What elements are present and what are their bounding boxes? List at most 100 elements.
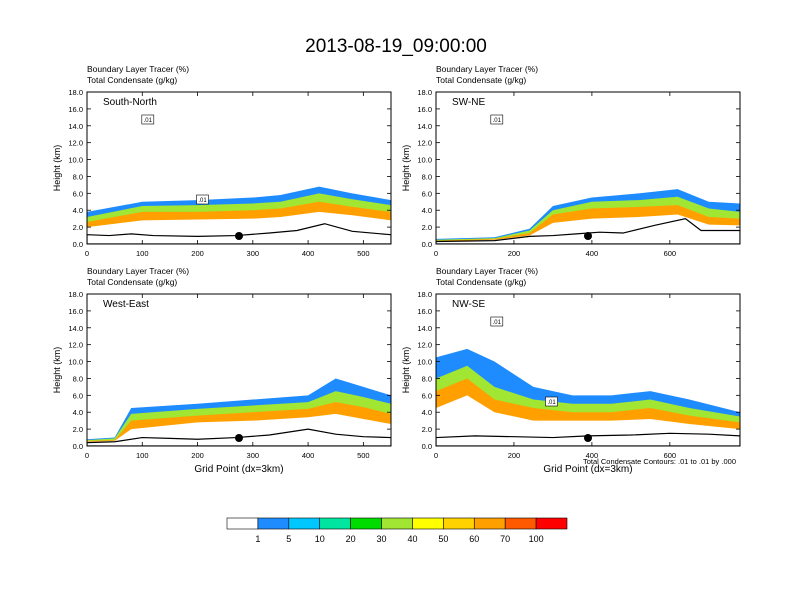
colorbar-swatch <box>535 517 568 530</box>
panels: .01 .01 0.0 2.0 4.0 6.0 8.0 10.0 12.0 14.0 16.0 18.… <box>52 64 741 475</box>
y-tick-label: 6.0 <box>422 391 432 400</box>
colorbar-swatch <box>504 517 537 530</box>
x-tick-label: 300 <box>247 249 260 258</box>
y-tick-label: 18.0 <box>417 290 432 299</box>
panel-subtitle-tracer: Boundary Layer Tracer (%) <box>87 266 189 276</box>
x-tick-label: 0 <box>85 249 89 258</box>
panel-subtitle-tracer: Boundary Layer Tracer (%) <box>87 64 189 74</box>
x-tick-label: 100 <box>136 249 149 258</box>
y-tick-label: 4.0 <box>73 206 83 215</box>
panel-subtitle-tracer: Boundary Layer Tracer (%) <box>436 266 538 276</box>
y-tick-label: 12.0 <box>68 341 83 350</box>
x-tick-label: 500 <box>357 249 370 258</box>
location-marker <box>235 434 243 442</box>
y-tick-label: 10.0 <box>68 358 83 367</box>
y-tick-label: 8.0 <box>73 374 83 383</box>
y-tick-label: 12.0 <box>417 139 432 148</box>
y-tick-label: 2.0 <box>73 223 83 232</box>
x-tick-label: 400 <box>302 249 315 258</box>
plot-area <box>436 348 740 446</box>
colorbar-swatch <box>288 517 321 530</box>
colorbar-label: 5 <box>286 534 291 544</box>
y-tick-label: 0.0 <box>73 240 83 249</box>
y-tick-label: 10.0 <box>417 358 432 367</box>
panel-label: SW-NE <box>452 97 485 108</box>
location-marker <box>235 232 243 240</box>
y-tick-label: 6.0 <box>73 189 83 198</box>
y-tick-label: 6.0 <box>422 189 432 198</box>
contour-label-box <box>490 316 504 327</box>
y-tick-label: 18.0 <box>68 88 83 97</box>
panel-south-north: .01 .01 0.0 2.0 4.0 6.0 8.0 10.0 12.0 14.0 16.0 18.… <box>52 64 392 258</box>
y-tick-label: 4.0 <box>422 408 432 417</box>
x-tick-label: 600 <box>664 451 677 460</box>
contour-label: .01 <box>547 400 556 406</box>
plot-area <box>436 189 740 244</box>
panel-nw-se: .01 .01 0.0 2.0 4.0 6.0 8.0 10.0 12.0 14.0 16.0 18.… <box>401 266 741 475</box>
y-tick-label: 12.0 <box>417 341 432 350</box>
colorbar-label: 40 <box>407 534 417 544</box>
y-tick-label: 12.0 <box>68 139 83 148</box>
colorbar-swatch <box>226 517 259 530</box>
y-tick-label: 2.0 <box>422 223 432 232</box>
contour-label: .01 <box>493 118 502 124</box>
plot-frame <box>435 293 741 447</box>
colorbar-swatch <box>381 517 413 530</box>
contour-label-box <box>545 396 558 407</box>
y-tick-label: 16.0 <box>417 105 432 114</box>
figure-title: 2013-08-19_09:00:00 <box>305 36 487 57</box>
y-axis-label: Height (km) <box>401 347 411 394</box>
colorbar-label: 1 <box>255 534 260 544</box>
y-tick-label: 4.0 <box>422 206 432 215</box>
colorbar-label: 60 <box>469 534 479 544</box>
colorbar-label: 10 <box>315 534 325 544</box>
y-tick-label: 8.0 <box>73 172 83 181</box>
colorbar-label: 70 <box>500 534 510 544</box>
y-tick-label: 0.0 <box>73 442 83 451</box>
contour-label: .01 <box>144 118 153 124</box>
terrain <box>436 218 740 244</box>
x-tick-label: 100 <box>136 451 149 460</box>
y-tick-label: 10.0 <box>417 156 432 165</box>
panel-subtitle-condensate: Total Condensate (g/kg) <box>87 75 177 85</box>
y-tick-label: 0.0 <box>422 442 432 451</box>
contour-label-box <box>141 114 155 125</box>
contour-label: .01 <box>198 198 207 204</box>
colorbar-legend: 1 5 10 20 30 40 50 60 70 100 <box>226 517 568 544</box>
colorbar-swatch <box>473 517 506 530</box>
contour-label-box <box>490 114 504 125</box>
panel-label: South-North <box>103 97 157 108</box>
panel-subtitle-condensate: Total Condensate (g/kg) <box>436 75 526 85</box>
x-tick-label: 400 <box>586 249 599 258</box>
x-tick-label: 300 <box>247 451 260 460</box>
terrain <box>87 223 391 244</box>
x-tick-label: 0 <box>85 451 89 460</box>
plot-area <box>87 186 391 244</box>
colorbar-label: 100 <box>529 534 544 544</box>
y-tick-label: 14.0 <box>68 324 83 333</box>
y-axis-label: Height (km) <box>52 347 62 394</box>
x-tick-label: 400 <box>586 451 599 460</box>
y-tick-label: 8.0 <box>422 374 432 383</box>
y-tick-label: 14.0 <box>417 122 432 131</box>
panel-subtitle-tracer: Boundary Layer Tracer (%) <box>436 64 538 74</box>
y-tick-label: 2.0 <box>73 425 83 434</box>
y-tick-label: 4.0 <box>73 408 83 417</box>
y-tick-label: 18.0 <box>417 88 432 97</box>
contour-label: .01 <box>493 320 502 326</box>
colorbar-label: 50 <box>438 534 448 544</box>
colorbar-swatch <box>319 517 351 530</box>
plot-frame <box>435 91 741 245</box>
plot-frame <box>86 91 392 245</box>
panel-sw-ne: .01 0.0 2.0 4.0 6.0 8.0 10.0 12.0 14.0 16.0 18.0 0 2… <box>401 64 741 258</box>
x-tick-label: 200 <box>191 249 204 258</box>
x-tick-label: 0 <box>434 451 438 460</box>
y-axis-label: Height (km) <box>52 145 62 192</box>
y-tick-label: 0.0 <box>422 240 432 249</box>
x-tick-label: 200 <box>508 249 521 258</box>
x-tick-label: 400 <box>302 451 315 460</box>
y-tick-label: 16.0 <box>68 105 83 114</box>
panel-label: West-East <box>103 299 149 310</box>
y-tick-label: 2.0 <box>422 425 432 434</box>
y-tick-label: 8.0 <box>422 172 432 181</box>
